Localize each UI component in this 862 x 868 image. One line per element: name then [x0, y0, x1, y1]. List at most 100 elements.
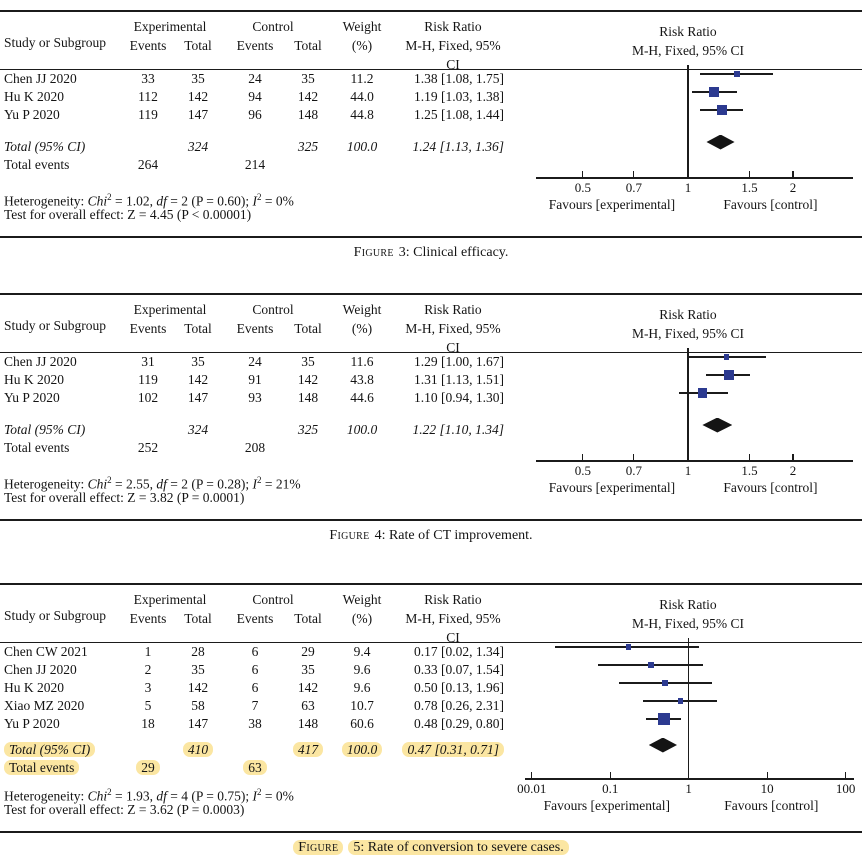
study-row: Chen JJ 2020 33 35 24 35 11.2 1.38 [1.08, 1.75…	[0, 70, 508, 88]
header-line-2: Events Total Events Total (%) M-H, Fixed, 95%…	[0, 319, 862, 355]
total-row: Total (95% CI) 324 325 100.0 1.24 [1.13, 1.3…	[0, 138, 508, 156]
ctrl-total: 142	[297, 680, 319, 695]
column-header-risk-ratio: Risk Ratio	[424, 591, 482, 607]
axis-tick-label: 10	[760, 781, 774, 796]
chi-exponent: 2	[107, 787, 112, 797]
favours-left-label: Favours [experimental]	[548, 197, 676, 212]
header-line-1: Experimental Control Weight Risk Ratio	[0, 590, 862, 609]
figure-caption: Figure 5: Rate of conversion to severe ca…	[0, 838, 862, 858]
header-rule	[0, 68, 862, 70]
total-events-exp: 252	[137, 440, 159, 455]
chi-squared-value: 1.93	[125, 788, 150, 804]
chi-symbol: Chi	[87, 476, 108, 492]
study-row: Yu P 2020 18 147 38 148 60.6 0.48 [0.29, 0.80]	[0, 715, 508, 733]
study-name: Yu P 2020	[4, 107, 60, 122]
favours-right-label: Favours [control]	[724, 798, 819, 813]
column-header-ctrl-total: Total	[294, 37, 322, 53]
exp-events: 18	[141, 716, 155, 731]
risk-ratio-ci: 0.50 [0.13, 1.96]	[414, 680, 504, 695]
text: =	[166, 476, 182, 492]
text: =	[166, 193, 182, 209]
text: (	[173, 207, 182, 222]
axis-tick-label: 2	[789, 180, 797, 195]
total-exp-total: 324	[187, 422, 209, 437]
study-name: Yu P 2020	[4, 390, 60, 405]
study-row: Chen CW 2021 1 28 6 29 9.4 0.17 [0.02, 1.34]	[0, 643, 508, 661]
i-symbol: I	[252, 193, 258, 209]
favours-right-label: Favours [control]	[723, 197, 818, 212]
het-p-value: 0.28	[217, 476, 241, 492]
axis-tick	[844, 772, 847, 778]
empty-cell	[120, 138, 176, 156]
total-events-label: Total events	[4, 157, 70, 172]
exp-total: 35	[191, 71, 205, 86]
text: =	[261, 193, 276, 209]
chi-symbol: Chi	[87, 193, 108, 209]
ctrl-total: 35	[301, 71, 315, 86]
column-header-ctrl-events: Events	[236, 37, 274, 53]
figure-5: Study or Subgroup Experimental Control Weig…	[0, 583, 862, 858]
x-axis-line	[536, 177, 853, 179]
i-exponent: 2	[257, 475, 262, 485]
total-events-ctrl: 63	[220, 759, 290, 777]
overall-p-value: P < 0.00001	[181, 207, 247, 222]
exp-events: 119	[138, 372, 158, 387]
total-events-label: Total events	[0, 759, 120, 777]
text: =	[261, 476, 276, 492]
risk-ratio-ci: 1.38 [1.08, 1.75]	[414, 71, 504, 86]
empty-cell	[176, 759, 220, 777]
empty-cell	[220, 421, 290, 439]
plot-header-risk-ratio: Risk Ratio	[659, 306, 717, 322]
axis-tick	[766, 772, 768, 778]
weight: 10.7	[350, 698, 374, 713]
text: (	[173, 490, 182, 505]
column-header-exp-total: Total	[184, 610, 212, 626]
total-label: Total (95% CI)	[4, 139, 86, 154]
column-header-method: M-H, Fixed, 95% CI	[405, 320, 501, 355]
axis-tick-label: 1	[685, 781, 692, 796]
chi-symbol: Chi	[87, 788, 108, 804]
study-weight-square	[625, 644, 631, 650]
z-value: 4.45	[149, 207, 174, 222]
table-body: Chen CW 2021 1 28 6 29 9.4 0.17 [0.02, 1.34] Ch…	[0, 643, 508, 777]
axis-tick	[688, 772, 690, 778]
column-header-experimental: Experimental	[133, 18, 207, 34]
top-rule	[0, 583, 862, 585]
ctrl-total: 63	[301, 698, 315, 713]
column-header-experimental: Experimental	[133, 591, 207, 607]
risk-ratio-ci: 1.25 [1.08, 1.44]	[414, 107, 504, 122]
caption-text: 3: Clinical efficacy.	[398, 244, 509, 260]
overall-effect-line: Test for overall effect: Z = 4.45 (P < 0…	[0, 206, 862, 224]
ctrl-total: 148	[297, 107, 319, 122]
df-value: 2	[181, 476, 188, 492]
text: ,	[149, 193, 157, 209]
plot-header-method: M-H, Fixed, 95% CI	[631, 325, 745, 341]
study-weight-square	[724, 370, 734, 380]
column-header-study-label: Study or Subgroup	[4, 317, 107, 333]
header-line-2: Events Total Events Total (%) M-H, Fixed, 95%…	[0, 36, 862, 72]
empty-cell	[120, 421, 176, 439]
exp-events: 1	[144, 644, 152, 659]
bottom-rule	[0, 519, 862, 521]
total-weight: 100.0	[346, 422, 378, 437]
ctrl-events: 6	[251, 662, 259, 677]
df-value: 2	[181, 193, 188, 209]
chi-squared-value: 1.02	[125, 193, 150, 209]
text: Heterogeneity:	[4, 788, 88, 804]
column-header-study: Study or Subgroup	[4, 300, 106, 352]
study-weight-square	[716, 105, 727, 115]
text: ,	[149, 788, 157, 804]
pooled-diamond	[648, 737, 677, 753]
plot-header-method: M-H, Fixed, 95% CI	[631, 42, 745, 58]
empty-cell	[220, 741, 290, 759]
exp-events: 33	[141, 71, 155, 86]
plot-header: Risk Ratio M-H, Fixed, 95% CI	[578, 22, 798, 60]
column-header-study-label: Study or Subgroup	[4, 607, 107, 623]
exp-total: 142	[187, 372, 209, 387]
total-ctrl-total: 417	[290, 741, 326, 759]
row-spacer	[0, 124, 508, 138]
total-risk-ratio-ci: 0.47 [0.31, 0.71]	[398, 741, 508, 759]
z-value: 3.62	[149, 802, 174, 817]
ctrl-total: 35	[301, 354, 315, 369]
plot-header: Risk Ratio M-H, Fixed, 95% CI	[578, 595, 798, 633]
